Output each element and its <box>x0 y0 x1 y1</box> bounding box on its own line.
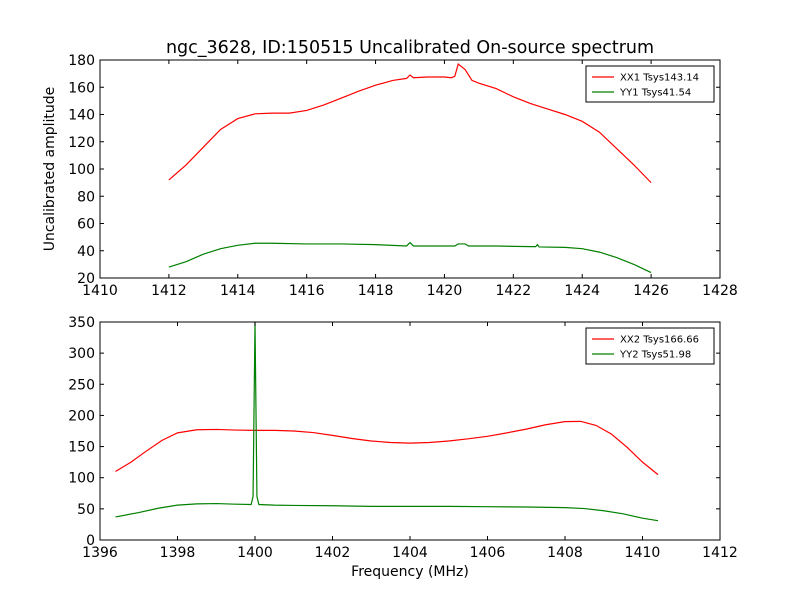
x-tick-label: 1424 <box>564 283 600 299</box>
y-tick-label: 300 <box>68 346 95 362</box>
y-tick-label: 180 <box>68 53 95 69</box>
y-tick-label: 60 <box>77 217 95 233</box>
x-tick-label: 1428 <box>702 283 738 299</box>
y-tick-label: 50 <box>77 502 95 518</box>
y-tick-label: 350 <box>68 315 95 331</box>
x-tick-label: 1416 <box>289 283 325 299</box>
y-tick-label: 100 <box>68 471 95 487</box>
y-axis-label: Uncalibrated amplitude <box>42 87 58 252</box>
legend-box <box>585 327 715 365</box>
series-line-xx1 <box>168 63 652 184</box>
y-tick-label: 140 <box>68 108 95 124</box>
series-line-yy1 <box>168 241 652 274</box>
y-tick-label: 250 <box>68 377 95 393</box>
x-tick-label: 1418 <box>358 283 394 299</box>
top-panel: ngc_3628, ID:150515 Uncalibrated On-sour… <box>42 38 738 299</box>
y-tick-label: 0 <box>86 533 95 549</box>
legend-label: XX2 Tsys166.66 <box>620 335 699 346</box>
x-tick-label: 1412 <box>702 545 738 561</box>
y-tick-label: 100 <box>68 162 95 178</box>
legend-label: XX1 Tsys143.14 <box>620 73 699 84</box>
legend-box <box>585 65 715 103</box>
y-tick-label: 160 <box>68 80 95 96</box>
series-line-yy2 <box>115 322 659 522</box>
y-tick-label: 150 <box>68 440 95 456</box>
x-tick-label: 1414 <box>220 283 256 299</box>
x-tick-label: 1410 <box>82 283 118 299</box>
x-tick-label: 1400 <box>237 545 273 561</box>
x-tick-label: 1396 <box>82 545 118 561</box>
y-tick-label: 80 <box>77 189 95 205</box>
x-tick-label: 1410 <box>625 545 661 561</box>
x-tick-label: 1402 <box>315 545 351 561</box>
x-tick-label: 1408 <box>547 545 583 561</box>
x-tick-label: 1398 <box>160 545 196 561</box>
x-tick-label: 1406 <box>470 545 506 561</box>
x-axis-label: Frequency (MHz) <box>351 564 469 580</box>
chart-title: ngc_3628, ID:150515 Uncalibrated On-sour… <box>166 38 654 58</box>
legend-label: YY2 Tsys51.98 <box>619 350 691 361</box>
bottom-axis-ticks: 1396 1398 1400 1402 1404 1406 1408 1410 1412 0 50 1… <box>68 315 738 561</box>
x-tick-label: 1404 <box>392 545 428 561</box>
y-tick-label: 200 <box>68 408 95 424</box>
x-tick-label: 1426 <box>633 283 669 299</box>
y-tick-label: 120 <box>68 135 95 151</box>
bottom-panel: Frequency (MHz) 1396 1398 1400 1402 1404 1406… <box>68 315 738 580</box>
y-tick-label: 40 <box>77 244 95 260</box>
y-tick-label: 20 <box>77 271 95 287</box>
legend-label: YY1 Tsys41.54 <box>619 88 691 99</box>
bottom-legend: XX2 Tsys166.66 YY2 Tsys51.98 <box>585 327 715 365</box>
top-legend: XX1 Tsys143.14 YY1 Tsys41.54 <box>585 65 715 103</box>
top-axis-ticks: 1410 1412 1414 1416 1418 1420 1422 1424 1426 1428… <box>68 53 738 299</box>
x-tick-label: 1420 <box>427 283 463 299</box>
series-line-xx2 <box>115 420 659 476</box>
x-tick-label: 1422 <box>496 283 532 299</box>
x-tick-label: 1412 <box>151 283 187 299</box>
